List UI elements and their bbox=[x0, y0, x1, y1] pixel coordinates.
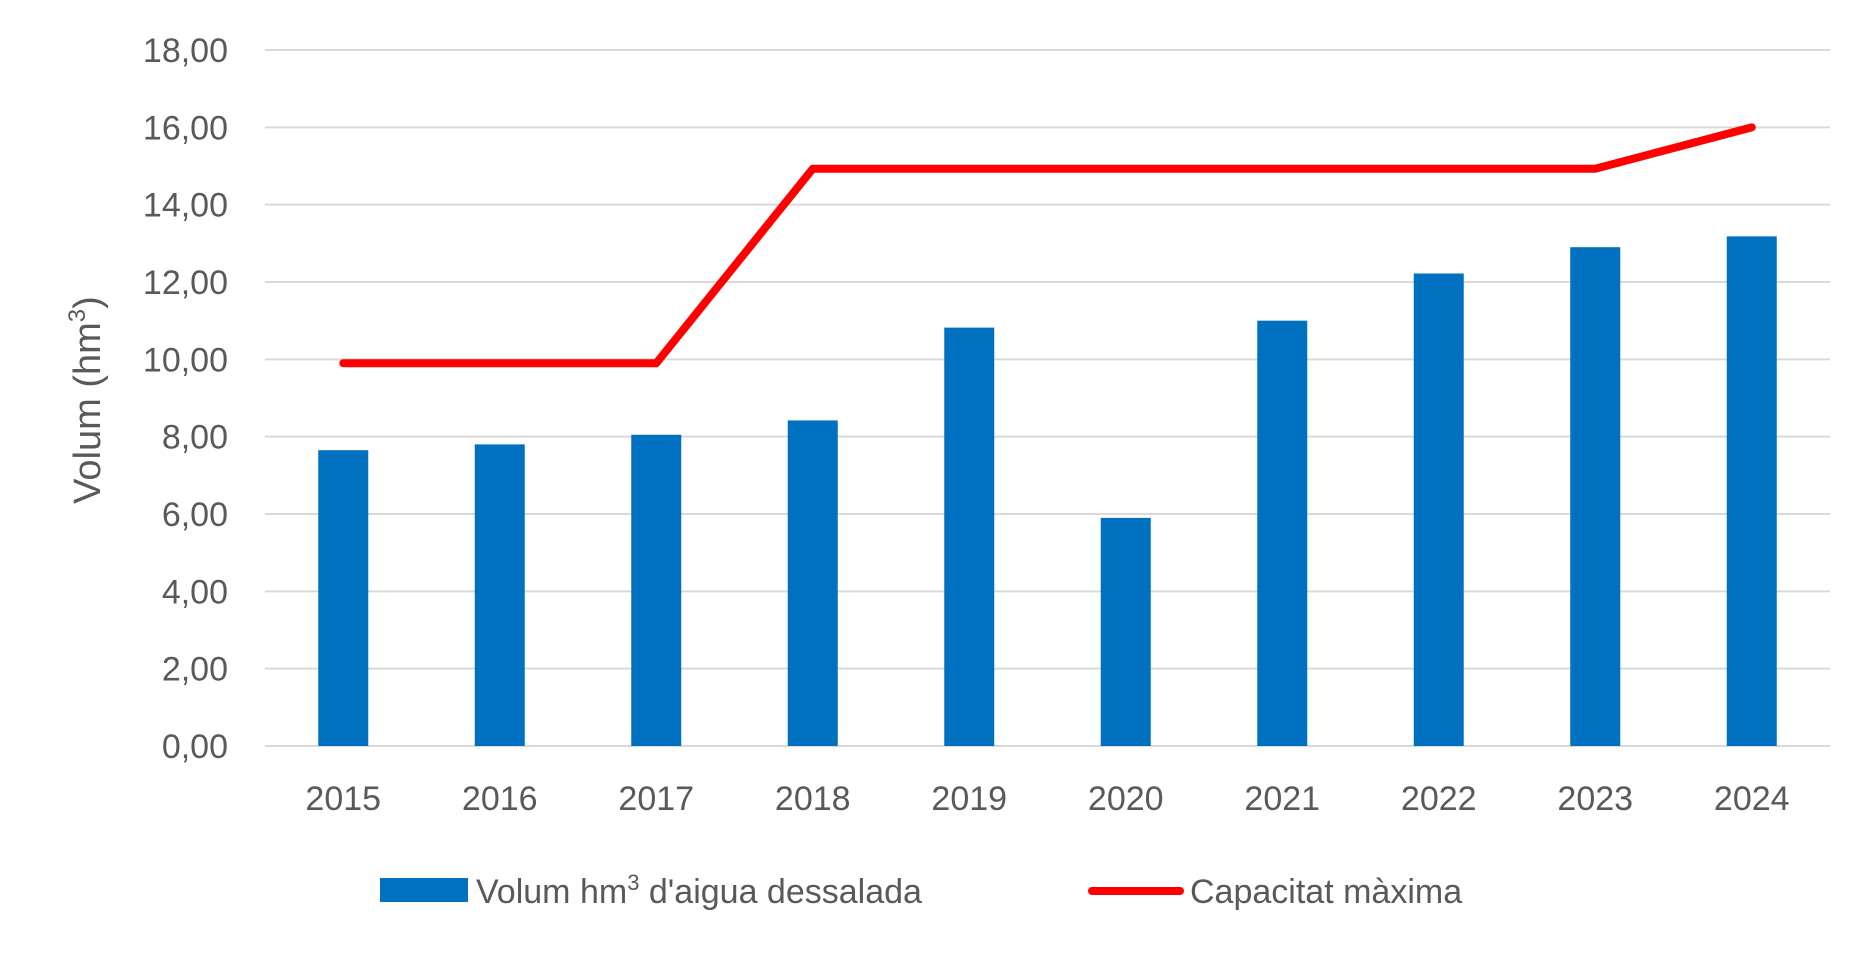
legend: Volum hm3 d'aigua dessalada Capacitat mà… bbox=[380, 870, 1462, 911]
y-tick-label: 12,00 bbox=[143, 264, 228, 302]
x-tick-label: 2016 bbox=[462, 780, 538, 818]
x-tick-label: 2017 bbox=[618, 780, 694, 818]
x-tick-label: 2024 bbox=[1714, 780, 1790, 818]
y-tick-label: 16,00 bbox=[143, 109, 228, 147]
y-tick-label: 18,00 bbox=[143, 32, 228, 70]
x-tick-label: 2018 bbox=[775, 780, 851, 818]
bar-2015 bbox=[318, 450, 369, 746]
bar-2017 bbox=[631, 434, 682, 746]
bar-2022 bbox=[1413, 273, 1464, 746]
legend-label-bar: Volum hm3 d'aigua dessalada bbox=[476, 870, 922, 911]
legend-label-bar-rest: d'aigua dessalada bbox=[639, 873, 922, 911]
bar-2016 bbox=[474, 444, 525, 746]
y-axis-title-sup: 3 bbox=[64, 309, 91, 322]
y-tick-label: 8,00 bbox=[162, 419, 228, 457]
x-tick-label: 2019 bbox=[931, 780, 1007, 818]
y-axis-title-close: ) bbox=[67, 296, 109, 309]
y-axis-tick-labels: 0,00 2,00 4,00 6,00 8,00 10,00 12,00 14,00 16,00… bbox=[143, 32, 228, 766]
x-tick-label: 2023 bbox=[1557, 780, 1633, 818]
y-tick-label: 0,00 bbox=[162, 728, 228, 766]
bar-2019 bbox=[944, 327, 995, 746]
x-tick-label: 2021 bbox=[1244, 780, 1320, 818]
y-tick-label: 4,00 bbox=[162, 573, 228, 611]
y-axis-title-main: Volum (hm bbox=[67, 322, 109, 504]
bar-2021 bbox=[1257, 320, 1308, 746]
bar-series bbox=[318, 236, 1777, 746]
legend-label-bar-sup: 3 bbox=[627, 870, 639, 895]
legend-label-bar-main: Volum hm bbox=[476, 873, 627, 911]
legend-swatch-bar bbox=[380, 878, 468, 902]
bar-2023 bbox=[1570, 247, 1621, 746]
line-series bbox=[339, 123, 1756, 368]
y-tick-label: 14,00 bbox=[143, 187, 228, 225]
x-tick-label: 2015 bbox=[305, 780, 381, 818]
bar-2018 bbox=[787, 420, 838, 746]
x-axis-tick-labels: 2015 2016 2017 2018 2019 2020 2021 2022 2023 2024 bbox=[305, 780, 1789, 818]
line-capacitat-maxima bbox=[339, 123, 1756, 368]
bar-2020 bbox=[1100, 517, 1151, 746]
x-tick-label: 2020 bbox=[1088, 780, 1164, 818]
y-tick-label: 2,00 bbox=[162, 651, 228, 689]
legend-label-line: Capacitat màxima bbox=[1190, 873, 1462, 911]
y-axis-title: Volum (hm3) bbox=[64, 296, 109, 504]
x-tick-label: 2022 bbox=[1401, 780, 1477, 818]
y-tick-label: 10,00 bbox=[143, 341, 228, 379]
y-tick-label: 6,00 bbox=[162, 496, 228, 534]
bar-2024 bbox=[1726, 236, 1777, 746]
